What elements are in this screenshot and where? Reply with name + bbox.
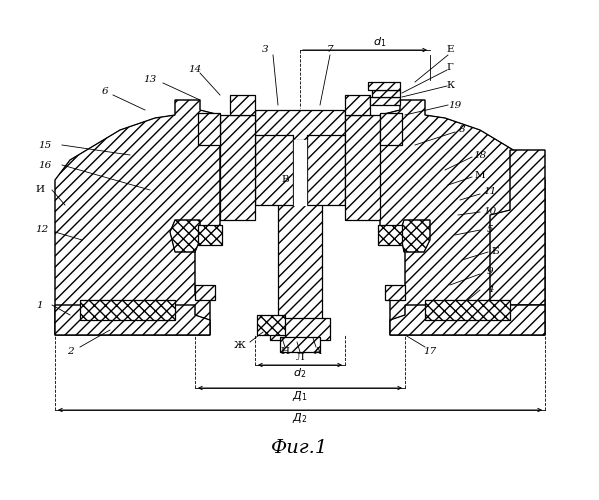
Text: 17: 17 <box>423 348 437 356</box>
Bar <box>345 95 370 115</box>
Bar <box>270 318 330 340</box>
Text: $Д_1$: $Д_1$ <box>292 390 308 402</box>
Text: Б: Б <box>491 248 499 256</box>
Text: $d_1$: $d_1$ <box>373 35 386 49</box>
Text: 15: 15 <box>38 140 52 149</box>
Text: 9: 9 <box>486 268 494 276</box>
Text: 7: 7 <box>326 46 333 54</box>
Bar <box>380 113 402 145</box>
Text: А: А <box>314 348 322 356</box>
Bar <box>278 140 322 325</box>
Text: 13: 13 <box>143 76 156 84</box>
Bar <box>198 113 220 145</box>
Polygon shape <box>400 220 430 252</box>
Polygon shape <box>170 220 200 252</box>
Polygon shape <box>257 315 285 335</box>
Bar <box>270 318 330 340</box>
Bar <box>368 82 400 90</box>
Bar <box>255 110 345 140</box>
Text: $Д_2$: $Д_2$ <box>292 412 308 424</box>
Text: 12: 12 <box>35 226 49 234</box>
Bar <box>198 113 220 145</box>
Bar <box>345 95 370 115</box>
Bar <box>372 90 400 97</box>
Bar <box>255 110 345 140</box>
Polygon shape <box>380 100 545 335</box>
Text: 1: 1 <box>37 300 43 310</box>
Text: 19: 19 <box>449 100 462 110</box>
Polygon shape <box>55 100 220 335</box>
Bar <box>280 337 320 352</box>
Bar <box>345 115 380 220</box>
Polygon shape <box>378 225 402 245</box>
Text: 16: 16 <box>38 160 52 170</box>
Text: 4: 4 <box>486 286 494 294</box>
Bar <box>220 115 255 220</box>
Text: И: И <box>35 186 44 194</box>
Polygon shape <box>55 305 210 335</box>
Polygon shape <box>390 305 545 335</box>
Text: 10: 10 <box>483 208 497 216</box>
Bar <box>278 140 322 325</box>
Bar <box>230 95 255 115</box>
Bar <box>380 113 402 145</box>
Bar <box>345 115 380 220</box>
Text: К: К <box>446 80 454 90</box>
Text: 3: 3 <box>262 46 268 54</box>
Text: 18: 18 <box>473 150 486 160</box>
Text: 2: 2 <box>66 348 73 356</box>
Bar <box>255 135 293 205</box>
Bar <box>220 115 255 220</box>
Text: Е: Е <box>446 46 454 54</box>
Polygon shape <box>490 150 545 305</box>
Text: 14: 14 <box>188 66 202 74</box>
Text: 8: 8 <box>459 126 465 134</box>
Text: Л: Л <box>296 352 304 362</box>
Polygon shape <box>198 225 222 245</box>
Bar <box>307 135 345 205</box>
Bar <box>370 97 400 105</box>
Bar <box>280 337 320 352</box>
Text: Н: Н <box>280 348 289 356</box>
Polygon shape <box>195 285 215 300</box>
Text: В: В <box>281 176 289 184</box>
Text: 11: 11 <box>483 188 497 196</box>
Bar <box>368 82 400 90</box>
Text: $d_2$: $d_2$ <box>294 366 307 380</box>
Polygon shape <box>425 300 510 320</box>
Bar <box>307 135 345 205</box>
Bar <box>255 135 293 205</box>
Bar <box>370 97 400 105</box>
Text: 6: 6 <box>102 88 108 96</box>
Text: Г: Г <box>447 64 453 72</box>
Text: Фиг.1: Фиг.1 <box>271 439 329 457</box>
Text: Ж: Ж <box>234 340 246 349</box>
Text: М: М <box>474 170 485 179</box>
Bar <box>230 95 255 115</box>
Text: 5: 5 <box>486 226 494 234</box>
Bar <box>293 140 307 205</box>
Bar <box>372 90 400 97</box>
Polygon shape <box>385 285 405 300</box>
Polygon shape <box>80 300 175 320</box>
